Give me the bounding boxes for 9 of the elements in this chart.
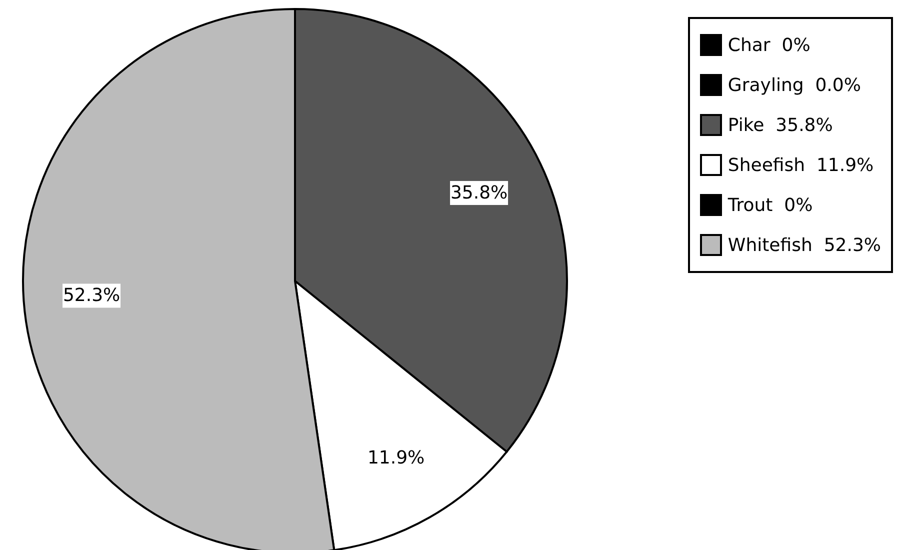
data-label: 35.8%: [450, 182, 508, 204]
data-label: 11.9%: [367, 448, 425, 469]
data-label: 52.3%: [62, 285, 120, 306]
legend-label: Char 0%: [728, 34, 810, 56]
legend-label: Whitefish 52.3%: [728, 234, 881, 256]
legend-label: Sheefish 11.9%: [728, 154, 874, 176]
legend-label: Pike 35.8%: [728, 114, 833, 136]
legend-label: Trout 0%: [728, 194, 813, 216]
legend-label: Grayling 0.0%: [728, 74, 861, 96]
